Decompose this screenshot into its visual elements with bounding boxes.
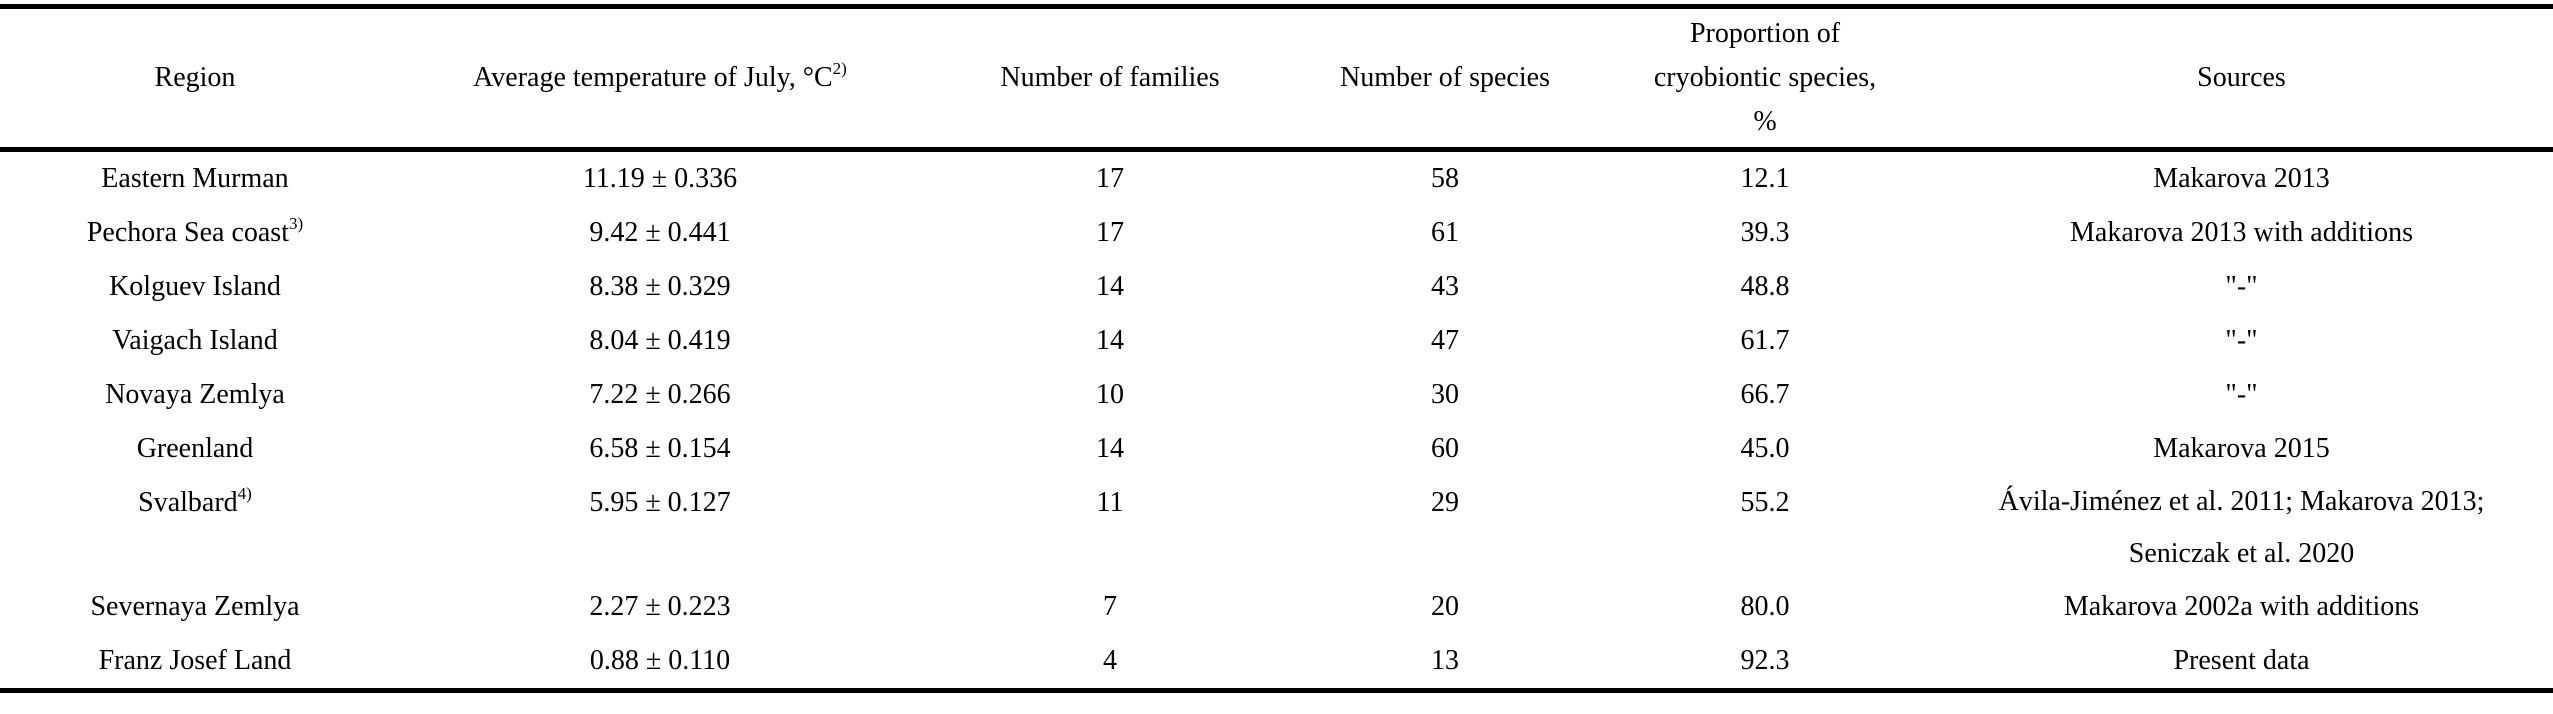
species-cell: 30: [1431, 379, 1459, 410]
sources-cell: Makarova 2015: [2153, 433, 2330, 464]
species-cell: 43: [1431, 271, 1459, 302]
temperature-cell: 8.38 ± 0.329: [589, 271, 731, 302]
table-row: Franz Josef Land 0.88 ± 0.110 4 13 92.3 Prese…: [0, 634, 2553, 691]
proportion-cell: 80.0: [1740, 591, 1790, 622]
table-row: Greenland 6.58 ± 0.154 14 60 45.0 Makarova 20…: [0, 422, 2553, 476]
species-cell: 20: [1431, 591, 1459, 622]
families-cell: 4: [1103, 645, 1117, 676]
table-row: Vaigach Island 8.04 ± 0.419 14 47 61.7 "-": [0, 314, 2553, 368]
region-name: Eastern Murman: [101, 163, 289, 194]
footnote-marker: 4): [237, 484, 252, 503]
sources-cell: "-": [2225, 379, 2258, 410]
region-name: Vaigach Island: [112, 325, 278, 356]
region-name: Greenland: [136, 433, 254, 464]
sources-cell: "-": [2225, 271, 2258, 302]
region-cell: Kolguev Island: [0, 260, 390, 314]
proportion-cell: 48.8: [1740, 271, 1790, 302]
region-cell: Franz Josef Land: [0, 634, 390, 691]
families-cell: 10: [1096, 379, 1124, 410]
table-row: Kolguev Island 8.38 ± 0.329 14 43 48.8 "-": [0, 260, 2553, 314]
header-temperature: Average temperature of July, °C2): [390, 7, 930, 150]
proportion-cell: 39.3: [1740, 217, 1790, 248]
proportion-cell: 66.7: [1740, 379, 1790, 410]
families-cell: 17: [1096, 217, 1124, 248]
species-cell: 61: [1431, 217, 1459, 248]
table-row: Novaya Zemlya 7.22 ± 0.266 10 30 66.7 "-": [0, 368, 2553, 422]
table-row: Severnaya Zemlya 2.27 ± 0.223 7 20 80.0 Makar…: [0, 580, 2553, 634]
sources-cell: Makarova 2013: [2153, 163, 2330, 194]
species-cell: 60: [1431, 433, 1459, 464]
families-cell: 14: [1096, 433, 1124, 464]
sources-cell: "-": [2225, 325, 2258, 356]
families-cell: 14: [1096, 271, 1124, 302]
footnote-marker: 3): [288, 214, 304, 233]
temperature-cell: 6.58 ± 0.154: [589, 433, 731, 464]
species-cell: 13: [1431, 645, 1459, 676]
families-cell: 7: [1103, 591, 1117, 622]
families-cell: 17: [1096, 163, 1124, 194]
header-temperature-label: Average temperature of July, °C: [473, 62, 833, 93]
temperature-cell: 7.22 ± 0.266: [589, 379, 731, 410]
species-cell: 29: [1431, 487, 1459, 518]
families-cell: 14: [1096, 325, 1124, 356]
species-cell: 47: [1431, 325, 1459, 356]
region-cell: Greenland: [0, 422, 390, 476]
table-row: Svalbard4) 5.95 ± 0.127 11 29 55.2 Ávila-Jimé…: [0, 476, 2553, 580]
proportion-cell: 55.2: [1740, 487, 1790, 518]
data-table: Region Average temperature of July, °C2)…: [0, 4, 2553, 693]
region-name: Pechora Sea coast: [86, 217, 289, 248]
header-row: Region Average temperature of July, °C2)…: [0, 6, 2553, 150]
temperature-cell: 9.42 ± 0.441: [589, 217, 731, 248]
header-region: Region: [154, 62, 236, 93]
region-name: Severnaya Zemlya: [90, 591, 300, 622]
temperature-cell: 2.27 ± 0.223: [589, 591, 731, 622]
proportion-cell: 92.3: [1740, 645, 1790, 676]
species-cell: 58: [1431, 163, 1459, 194]
region-cell: Novaya Zemlya: [0, 368, 390, 422]
region-cell: Eastern Murman: [0, 150, 390, 207]
header-species: Number of species: [1340, 62, 1550, 93]
region-name: Svalbard: [138, 487, 238, 518]
region-cell: Vaigach Island: [0, 314, 390, 368]
proportion-cell: 61.7: [1740, 325, 1790, 356]
temperature-cell: 0.88 ± 0.110: [589, 645, 731, 676]
table-row: Pechora Sea coast3) 9.42 ± 0.441 17 61 39.3 M…: [0, 206, 2553, 260]
temperature-cell: 11.19 ± 0.336: [582, 163, 738, 194]
region-cell: Severnaya Zemlya: [0, 580, 390, 634]
table-row: Eastern Murman 11.19 ± 0.336 17 58 12.1 Makar…: [0, 150, 2553, 207]
region-cell: Pechora Sea coast3): [0, 206, 390, 260]
header-sources: Sources: [2197, 62, 2286, 93]
proportion-cell: 12.1: [1740, 163, 1790, 194]
sources-cell: Makarova 2013 with additions: [2070, 217, 2413, 248]
region-name: Franz Josef Land: [98, 645, 292, 676]
header-families: Number of families: [1000, 62, 1220, 93]
region-name: Kolguev Island: [109, 271, 281, 302]
region-cell: Svalbard4): [0, 476, 390, 580]
sources-cell: Present data: [2173, 645, 2310, 676]
temperature-cell: 8.04 ± 0.419: [589, 325, 731, 356]
header-proportion: Proportion of cryobiontic species, %: [1653, 18, 1877, 137]
sources-cell: Makarova 2002a with additions: [2063, 591, 2420, 622]
proportion-cell: 45.0: [1740, 433, 1790, 464]
families-cell: 11: [1096, 487, 1124, 518]
temperature-cell: 5.95 ± 0.127: [589, 487, 731, 518]
footnote-marker: 2): [832, 59, 847, 78]
sources-cell: Ávila-Jiménez et al. 2011; Makarova 2013…: [1998, 486, 2485, 569]
region-name: Novaya Zemlya: [105, 379, 285, 410]
